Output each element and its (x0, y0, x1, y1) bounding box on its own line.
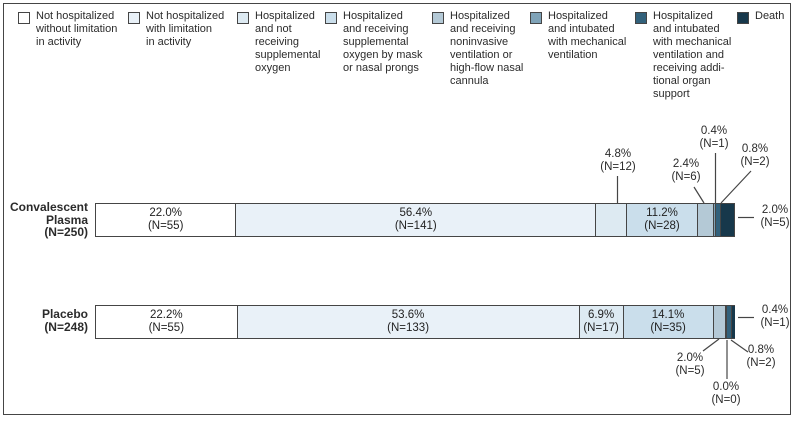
bar-2-segment-cat4: 14.1% (N=35) (623, 306, 714, 338)
legend-label-5: Hospitalized and receiving noninvasive v… (450, 10, 524, 87)
bar-row-label-2: Placebo (N=248) (41, 307, 88, 334)
callout-label-bar1-cat6: 0.4% (N=1) (699, 125, 729, 150)
legend-label-8: Death (755, 10, 785, 22)
callout-label-bar2-cat7: 0.8% (N=2) (746, 344, 776, 369)
legend-swatch-7 (635, 12, 647, 24)
legend-label-1: Not hospitalized without limitation in a… (36, 10, 118, 48)
stacked-bar-1: 22.0% (N=55) 56.4% (N=141) 11.2% (N=28) (95, 203, 735, 237)
bar-1-segment-cat7 (716, 204, 722, 236)
segment-value-label: 53.6% (N=133) (387, 308, 430, 335)
segment-value-label: 22.0% (N=55) (147, 206, 184, 233)
legend-item-8: Death (737, 10, 784, 24)
legend-label-4: Hospitalized and receiving supplemental … (343, 10, 423, 74)
legend-swatch-8 (737, 12, 749, 24)
legend-item-2: Not hospitalized with limitation in acti… (128, 10, 224, 49)
legend-label-2: Not hospitalized with limitation in acti… (146, 10, 225, 48)
stacked-bar-2: 22.2% (N=55) 53.6% (N=133) 6.9% (N=17) 14.1… (95, 305, 735, 339)
legend-item-3: Hospitalized and not receiving supplemen… (237, 10, 320, 75)
bar-1-segment-cat5 (698, 204, 714, 236)
segment-value-label: 6.9% (N=17) (583, 308, 619, 335)
legend-item-5: Hospitalized and receiving noninvasive v… (432, 10, 523, 88)
callout-label-bar1-cat7: 0.8% (N=2) (740, 143, 770, 168)
bar-1-segment-cat3 (596, 204, 627, 236)
legend-swatch-4 (325, 12, 337, 24)
legend-swatch-5 (432, 12, 444, 24)
callout-label-bar1-cat3: 4.8% (N=12) (600, 148, 636, 173)
bar-2-segment-cat5 (713, 306, 727, 338)
segment-value-label: 56.4% (N=141) (394, 206, 437, 233)
legend-item-6: Hospitalized and intubated with mechanic… (530, 10, 626, 62)
bar-1-segment-cat1: 22.0% (N=55) (96, 204, 237, 236)
bar-2-segment-cat3: 6.9% (N=17) (579, 306, 624, 338)
segment-value-label: 22.2% (N=55) (148, 308, 185, 335)
legend-label-6: Hospitalized and intubated with mechanic… (548, 10, 627, 61)
bar-1-segment-cat8 (721, 204, 734, 236)
bar-2-segment-cat2: 53.6% (N=133) (237, 306, 580, 338)
bar-1-segment-cat2: 56.4% (N=141) (236, 204, 597, 236)
segment-value-label: 11.2% (N=28) (644, 206, 680, 233)
bar-row-label-1: Convalescent Plasma (N=250) (9, 200, 88, 239)
bar-1-segment-cat6 (713, 204, 717, 236)
bar-2-segment-cat1: 22.2% (N=55) (96, 306, 238, 338)
legend-label-7: Hospitalized and intubated with mechanic… (653, 10, 732, 100)
legend-swatch-1 (18, 12, 30, 24)
legend-label-3: Hospitalized and not receiving supplemen… (255, 10, 321, 74)
legend-swatch-2 (128, 12, 140, 24)
bar-2-segment-cat6 (726, 306, 728, 338)
callout-label-bar2-cat8: 0.4% (N=1) (760, 304, 790, 329)
callout-label-bar2-cat5: 2.0% (N=5) (675, 352, 705, 377)
legend-swatch-6 (530, 12, 542, 24)
legend-item-4: Hospitalized and receiving supplemental … (325, 10, 422, 75)
bar-2-segment-cat7 (727, 306, 733, 338)
callout-label-bar1-cat8: 2.0% (N=5) (760, 204, 790, 229)
callout-label-bar1-cat5: 2.4% (N=6) (671, 158, 701, 183)
callout-label-bar2-cat6: 0.0% (N=0) (711, 381, 741, 406)
bar-2-segment-cat8 (732, 306, 735, 338)
segment-value-label: 14.1% (N=35) (650, 308, 686, 335)
bar-1-segment-cat4: 11.2% (N=28) (626, 204, 699, 236)
legend-swatch-3 (237, 12, 249, 24)
legend-item-1: Not hospitalized without limitation in a… (18, 10, 117, 49)
legend-item-7: Hospitalized and intubated with mechanic… (635, 10, 731, 101)
